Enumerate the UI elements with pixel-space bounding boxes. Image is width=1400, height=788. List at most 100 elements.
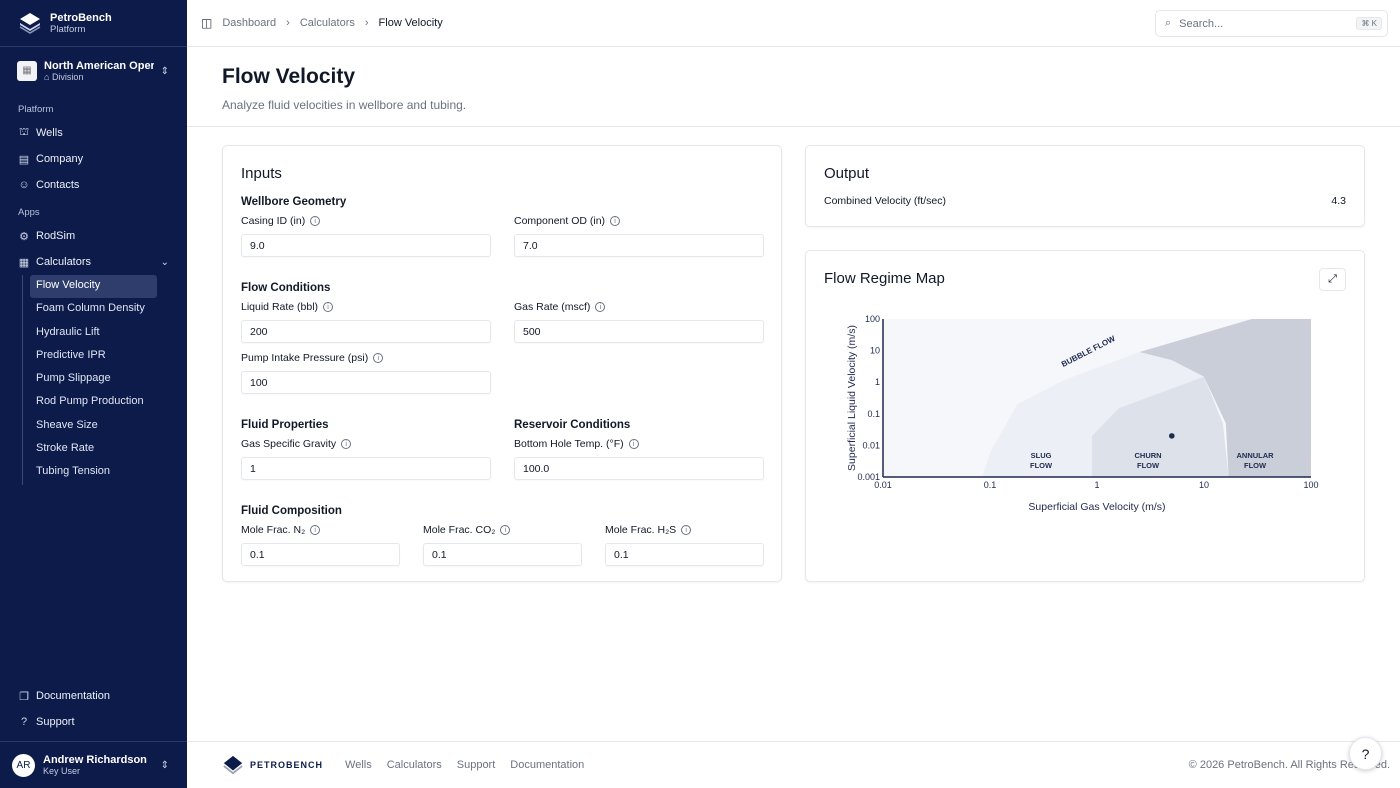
sidebar-subitem-rod-pump-production[interactable]: Rod Pump Production bbox=[36, 395, 144, 408]
gas-label: Gas Rate (mscf) i bbox=[514, 301, 606, 313]
breadcrumb-dashboard[interactable]: Dashboard bbox=[222, 17, 277, 29]
sidebar-item-support[interactable]: ? Support bbox=[0, 709, 187, 735]
sidebar-subitem-predictive-ipr[interactable]: Predictive IPR bbox=[36, 348, 106, 361]
n2-label: Mole Frac. N₂ i bbox=[241, 524, 321, 536]
footer-link-support[interactable]: Support bbox=[456, 759, 496, 771]
x-tick-label: 1 bbox=[1094, 480, 1099, 490]
combined-velocity-label: Combined Velocity (ft/sec) bbox=[824, 195, 946, 207]
sidebar-subitem-sheave-size[interactable]: Sheave Size bbox=[36, 418, 98, 431]
topbar: ◫ Dashboard › Calculators › Flow Velocity … bbox=[187, 0, 1400, 47]
info-icon[interactable]: i bbox=[373, 353, 384, 364]
petrobench-logo-icon bbox=[223, 755, 243, 775]
footer-link-wells[interactable]: Wells bbox=[345, 759, 372, 771]
group-flow: Flow Conditions bbox=[241, 282, 331, 294]
bottom-hole-temp-input[interactable]: 100.0 bbox=[514, 457, 764, 480]
sidebar-item-contacts[interactable]: ☺ Contacts bbox=[0, 172, 187, 198]
y-axis-label: Superficial Liquid Velocity (m/s) bbox=[846, 325, 858, 471]
sidebar-item-calculators[interactable]: ▦ Calculators ⌄ bbox=[0, 249, 187, 275]
chevron-down-icon: ⌄ bbox=[160, 256, 169, 268]
sg-label: Gas Specific Gravity i bbox=[241, 438, 352, 450]
sidebar-subitem-foam-column-density[interactable]: Foam Column Density bbox=[36, 302, 145, 315]
brand[interactable]: PetroBench Platform bbox=[0, 0, 187, 47]
info-icon[interactable]: i bbox=[610, 216, 621, 227]
sidebar-item-company[interactable]: ▤ Company bbox=[0, 146, 187, 172]
help-button[interactable]: ? bbox=[1349, 737, 1382, 770]
co2-input[interactable]: 0.1 bbox=[423, 543, 582, 566]
label-slug-flow: SLUG FLOW bbox=[1030, 451, 1053, 470]
h2s-input[interactable]: 0.1 bbox=[605, 543, 764, 566]
sidebar-item-label: Company bbox=[36, 153, 84, 165]
user-name: Andrew Richardson bbox=[43, 754, 147, 766]
info-icon[interactable]: i bbox=[310, 216, 321, 227]
division-icon: ⌂ bbox=[44, 72, 52, 82]
liquid-label: Liquid Rate (bbl) i bbox=[241, 301, 334, 313]
sidebar-toggle-icon[interactable]: ◫ bbox=[201, 16, 213, 30]
sidebar-subitem-flow-velocity[interactable]: Flow Velocity bbox=[30, 275, 157, 299]
gas-specific-gravity-input[interactable]: 1 bbox=[241, 457, 491, 480]
x-tick-label: 0.01 bbox=[874, 480, 892, 490]
group-wellbore: Wellbore Geometry bbox=[241, 196, 347, 208]
label-annular-flow: ANNULAR FLOW bbox=[1237, 451, 1275, 470]
footer-link-documentation[interactable]: Documentation bbox=[510, 759, 585, 771]
label-churn-flow: CHURN FLOW bbox=[1135, 451, 1162, 470]
info-icon[interactable]: i bbox=[628, 439, 639, 450]
help-circle-icon: ? bbox=[20, 716, 28, 728]
output-title: Output bbox=[824, 165, 870, 182]
pump-intake-pressure-input[interactable]: 100 bbox=[241, 371, 491, 394]
h2s-label: Mole Frac. H₂S i bbox=[605, 524, 692, 536]
footer-logo[interactable]: PETROBENCH bbox=[222, 754, 323, 776]
building-icon: ▦ bbox=[17, 61, 37, 81]
sidebar-item-label: Calculators bbox=[36, 256, 92, 268]
avatar: AR bbox=[12, 753, 35, 777]
group-reservoir: Reservoir Conditions bbox=[514, 419, 631, 431]
search-input[interactable]: ⌕ Search... ⌘ K bbox=[1155, 10, 1388, 37]
sidebar-item-documentation[interactable]: ❐ Documentation bbox=[0, 683, 187, 709]
wells-icon: ⛫ bbox=[18, 126, 30, 138]
y-tick-label: 0.001 bbox=[857, 472, 880, 482]
expand-button[interactable]: ⤢ bbox=[1319, 268, 1346, 291]
sidebar-subitem-tubing-tension[interactable]: Tubing Tension bbox=[36, 465, 110, 478]
info-icon[interactable]: i bbox=[500, 525, 511, 536]
brand-sub: Platform bbox=[50, 23, 86, 35]
y-tick-label: 100 bbox=[865, 314, 880, 324]
flow-regime-chart: 0.01 0.1 1 10 1000.0010.010.1110100Superfici… bbox=[846, 314, 1319, 513]
copyright: © 2026 PetroBench. All Rights Reserved. bbox=[1188, 759, 1390, 771]
flow-regime-title: Flow Regime Map bbox=[824, 270, 945, 287]
users-icon: ☺ bbox=[18, 179, 30, 191]
footer-link-calculators[interactable]: Calculators bbox=[386, 759, 442, 771]
petrobench-logo-icon bbox=[19, 13, 41, 34]
liquid-rate-input[interactable]: 200 bbox=[241, 320, 491, 343]
org-type: Division bbox=[51, 72, 84, 82]
chevron-right-icon: › bbox=[286, 17, 290, 29]
chevron-up-down-icon: ⇕ bbox=[160, 759, 169, 771]
gas-rate-input[interactable]: 500 bbox=[514, 320, 764, 343]
info-icon[interactable]: i bbox=[595, 302, 606, 313]
sidebar-subitem-stroke-rate[interactable]: Stroke Rate bbox=[36, 442, 95, 455]
info-icon[interactable]: i bbox=[341, 439, 352, 450]
sidebar-subitem-hydraulic-lift[interactable]: Hydraulic Lift bbox=[36, 325, 100, 338]
info-icon[interactable]: i bbox=[310, 525, 321, 536]
page-title: Flow Velocity bbox=[222, 65, 356, 88]
sidebar-item-rodsim[interactable]: ⚙ RodSim bbox=[0, 223, 187, 249]
page-header: Flow Velocity Analyze fluid velocities i… bbox=[187, 47, 1400, 127]
casing-id-input[interactable]: 9.0 bbox=[241, 234, 491, 257]
user-menu[interactable]: AR Andrew Richardson Key User ⇕ bbox=[0, 741, 187, 788]
component-od-input[interactable]: 7.0 bbox=[514, 234, 764, 257]
sidebar-item-label: Contacts bbox=[36, 179, 80, 191]
info-icon[interactable]: i bbox=[323, 302, 334, 313]
x-axis-label: Superficial Gas Velocity (m/s) bbox=[1028, 501, 1165, 513]
inputs-title: Inputs bbox=[241, 165, 282, 182]
sidebar-item-label: RodSim bbox=[36, 230, 76, 242]
y-tick-label: 0.01 bbox=[862, 440, 880, 450]
org-switcher[interactable]: ▦ North American Operations⌂ Division ⇕ bbox=[0, 47, 187, 95]
group-composition: Fluid Composition bbox=[241, 505, 342, 517]
y-tick-label: 10 bbox=[870, 346, 880, 356]
n2-input[interactable]: 0.1 bbox=[241, 543, 400, 566]
info-icon[interactable]: i bbox=[681, 525, 692, 536]
pip-label: Pump Intake Pressure (psi) i bbox=[241, 352, 384, 364]
sidebar-item-wells[interactable]: ⛫ Wells bbox=[0, 120, 187, 146]
building-icon: ▤ bbox=[18, 153, 30, 166]
breadcrumb-calculators[interactable]: Calculators bbox=[299, 17, 355, 29]
sidebar-subitem-pump-slippage[interactable]: Pump Slippage bbox=[36, 372, 111, 385]
search-icon: ⌕ bbox=[1165, 17, 1172, 29]
